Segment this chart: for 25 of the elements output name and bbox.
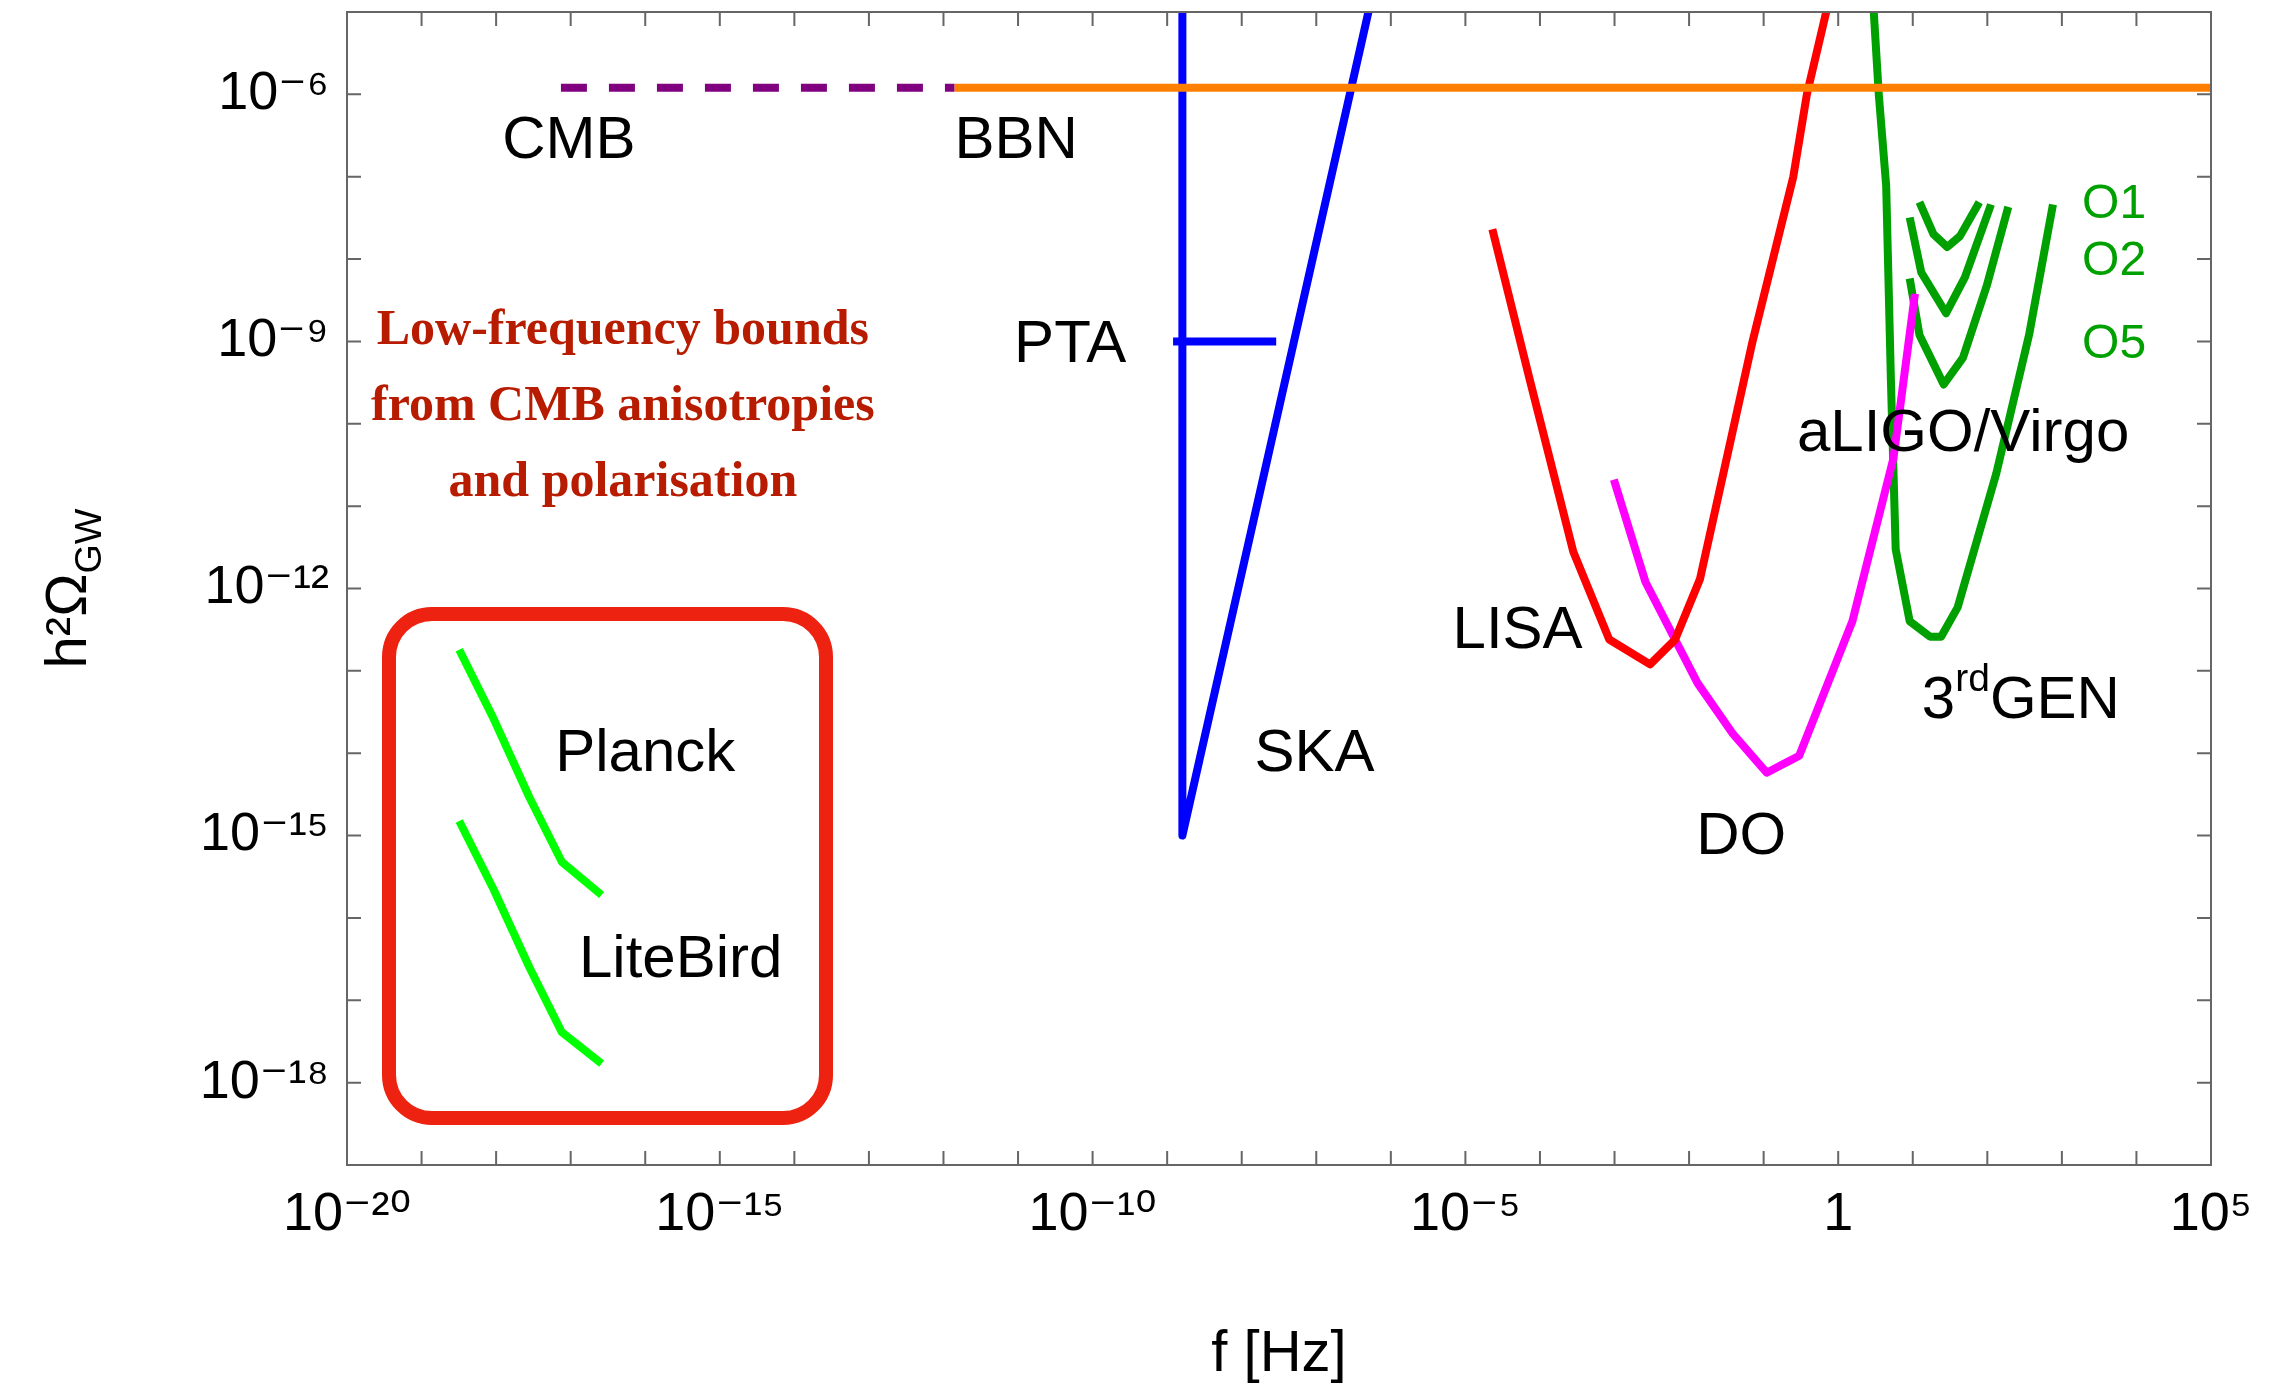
annotation: Planck <box>555 717 737 785</box>
x-tick-label: 10⁻¹⁰ <box>1028 1181 1157 1242</box>
annotation: Low-frequency bounds from CMB anisotropies and polarisation <box>371 299 875 508</box>
y-axis-title: h²ΩGW <box>33 508 109 669</box>
annotation: DO <box>1696 800 1787 868</box>
y-tick-label: 10⁻¹⁵ <box>200 801 329 862</box>
y-tick-label: 10⁻¹⁸ <box>199 1048 329 1109</box>
annotation: LISA <box>1452 593 1583 661</box>
annotation: O1 <box>2082 174 2147 228</box>
annotation: SKA <box>1254 717 1375 785</box>
annotation: O2 <box>2082 232 2147 286</box>
x-tick-label: 10⁵ <box>2169 1181 2253 1242</box>
y-tick-label: 10⁻⁹ <box>217 307 329 368</box>
x-tick-label: 10⁻⁵ <box>1409 1181 1521 1242</box>
x-tick-label: 1 <box>1823 1181 1854 1242</box>
x-axis-title: f [Hz] <box>1211 1318 1347 1383</box>
x-tick-label: 10⁻¹⁵ <box>655 1181 785 1242</box>
y-tick-label: 10⁻⁶ <box>218 60 329 121</box>
x-tick-label: 10⁻²⁰ <box>282 1181 412 1242</box>
y-tick-label: 10⁻¹² <box>204 554 329 615</box>
annotation: BBN <box>954 103 1078 171</box>
annotation: CMB <box>502 103 636 171</box>
annotation: PTA <box>1014 307 1127 375</box>
annotation: O5 <box>2082 315 2147 369</box>
annotation: LiteBird <box>578 923 783 991</box>
